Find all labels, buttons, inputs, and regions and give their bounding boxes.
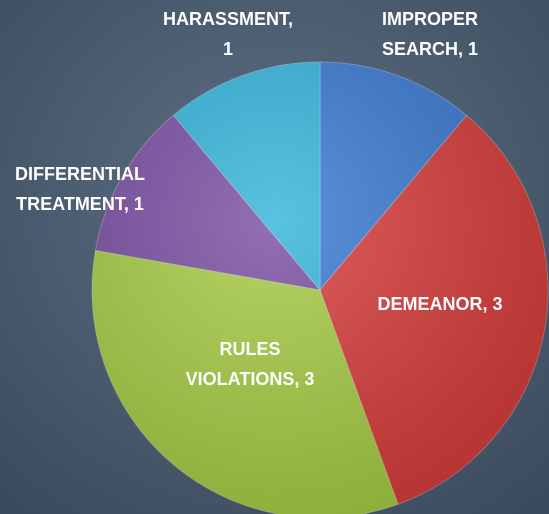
data-label: IMPROPER xyxy=(382,9,478,29)
data-label: 1 xyxy=(223,39,233,59)
data-label: DIFFERENTIAL xyxy=(15,164,145,184)
data-label: TREATMENT, 1 xyxy=(16,194,144,214)
data-label: DEMEANOR, 3 xyxy=(377,294,502,314)
data-label: SEARCH, 1 xyxy=(382,39,478,59)
data-label: HARASSMENT, xyxy=(163,9,293,29)
data-label: VIOLATIONS, 3 xyxy=(186,369,315,389)
data-label: RULES xyxy=(219,339,280,359)
